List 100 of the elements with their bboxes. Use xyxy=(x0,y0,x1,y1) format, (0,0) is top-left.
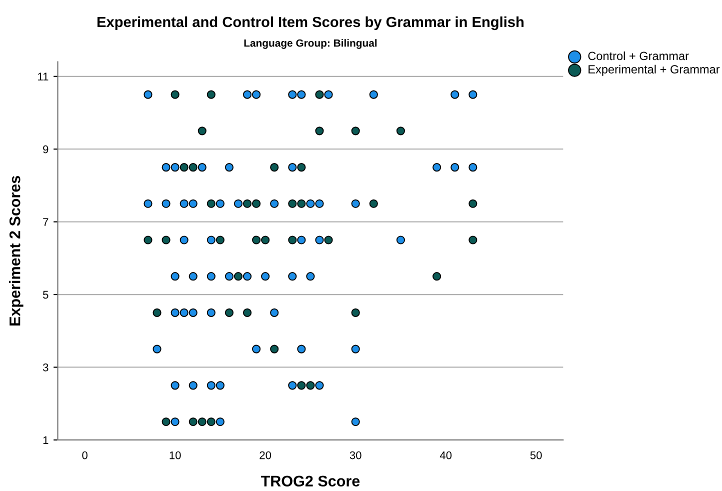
point xyxy=(468,236,478,244)
point xyxy=(351,199,360,208)
point xyxy=(288,272,297,281)
point xyxy=(188,308,198,317)
point xyxy=(468,199,478,208)
point xyxy=(297,90,306,99)
legend-label: Experimental + Grammar xyxy=(588,64,720,76)
point xyxy=(152,344,162,354)
point xyxy=(270,344,279,354)
point xyxy=(306,199,315,208)
point xyxy=(242,308,252,317)
chart-title: Experimental and Control Item Scores by Grammar in English xyxy=(98,16,524,30)
point xyxy=(206,308,216,317)
point xyxy=(216,381,224,390)
point xyxy=(144,90,152,99)
point xyxy=(288,381,297,390)
x-tick-label: 10 xyxy=(170,451,181,460)
point xyxy=(180,163,188,172)
point xyxy=(252,199,261,208)
point xyxy=(224,308,234,317)
point xyxy=(206,381,216,390)
point xyxy=(234,199,243,208)
y-tick-label: 11 xyxy=(38,72,48,80)
x-tick-label: 40 xyxy=(440,451,452,460)
y-tick-label: 1 xyxy=(43,436,48,444)
point xyxy=(170,308,180,317)
point xyxy=(242,272,252,281)
point xyxy=(170,272,180,281)
point xyxy=(206,417,216,426)
point xyxy=(270,163,279,172)
point xyxy=(288,199,297,208)
point xyxy=(261,236,270,244)
point xyxy=(369,90,378,99)
point xyxy=(216,417,224,426)
point xyxy=(396,126,405,136)
point xyxy=(324,236,333,244)
point xyxy=(162,236,170,244)
point xyxy=(297,199,306,208)
point xyxy=(252,236,261,244)
point xyxy=(188,272,198,281)
point xyxy=(297,381,306,390)
point xyxy=(188,381,198,390)
point xyxy=(198,163,206,172)
point xyxy=(306,381,315,390)
point xyxy=(252,344,261,354)
point xyxy=(351,126,360,136)
point xyxy=(468,163,478,172)
point xyxy=(162,417,170,426)
point xyxy=(432,163,442,172)
point xyxy=(252,90,261,99)
point xyxy=(288,90,297,99)
point xyxy=(144,236,152,244)
legend-label: Control + Grammar xyxy=(588,51,689,60)
point xyxy=(242,90,252,99)
point xyxy=(315,90,324,99)
point xyxy=(152,308,162,317)
point xyxy=(198,417,206,426)
point xyxy=(180,236,188,244)
point xyxy=(315,236,324,244)
point xyxy=(198,126,206,136)
point xyxy=(216,199,224,208)
point xyxy=(450,163,460,172)
x-axis-title: TROG2 Score xyxy=(260,476,360,487)
point xyxy=(206,90,216,99)
point xyxy=(450,90,460,99)
point xyxy=(261,272,270,281)
point xyxy=(270,199,279,208)
point xyxy=(170,163,180,172)
point xyxy=(188,163,198,172)
x-tick-label: 50 xyxy=(530,451,542,460)
x-tick-label: 20 xyxy=(260,451,272,460)
point xyxy=(162,199,170,208)
point xyxy=(468,90,478,99)
point xyxy=(170,381,180,390)
point xyxy=(288,236,297,244)
point xyxy=(144,199,152,208)
y-tick-label: 9 xyxy=(43,145,48,154)
point xyxy=(180,308,188,317)
point xyxy=(216,236,224,244)
point xyxy=(206,236,216,244)
y-tick-label: 3 xyxy=(42,364,48,372)
point xyxy=(306,272,315,281)
point xyxy=(180,199,188,208)
point xyxy=(396,236,405,244)
point xyxy=(188,199,198,208)
point xyxy=(170,90,180,99)
chart-subtitle: Language Group: Bilingual xyxy=(244,39,377,49)
point xyxy=(224,163,234,172)
point xyxy=(242,199,252,208)
point xyxy=(315,126,324,136)
point xyxy=(432,272,442,281)
point xyxy=(297,344,306,354)
point xyxy=(297,163,306,172)
y-tick-label: 7 xyxy=(43,218,48,226)
point xyxy=(234,272,243,281)
point xyxy=(324,90,333,99)
point xyxy=(297,236,306,244)
point xyxy=(351,344,360,354)
point xyxy=(351,417,360,426)
point xyxy=(188,417,198,426)
